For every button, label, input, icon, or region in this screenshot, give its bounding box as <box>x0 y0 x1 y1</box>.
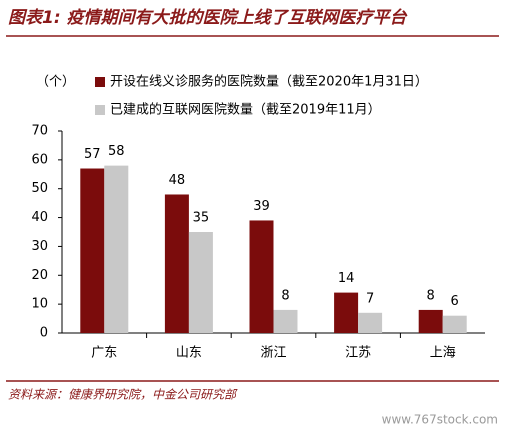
legend-label: 开设在线义诊服务的医院数量（截至2020年1月31日） <box>110 74 428 90</box>
value-label: 7 <box>366 291 374 306</box>
value-label: 8 <box>281 288 289 303</box>
bar <box>164 194 189 333</box>
x-tick-label: 广东 <box>91 346 117 361</box>
y-tick-label: 50 <box>31 181 48 196</box>
bar <box>442 315 467 333</box>
value-label: 48 <box>169 173 186 188</box>
y-tick-label: 10 <box>31 297 48 312</box>
value-label: 8 <box>427 288 435 303</box>
value-label: 6 <box>451 294 459 309</box>
y-tick-label: 70 <box>31 124 48 139</box>
x-tick-label: 浙江 <box>260 346 286 361</box>
y-axis-label: （个） <box>36 75 75 90</box>
y-tick-label: 0 <box>40 326 48 341</box>
y-tick-label: 40 <box>31 210 48 225</box>
bar <box>273 309 298 333</box>
watermark: www.767stock.com <box>382 413 498 427</box>
legend-swatch <box>95 105 105 115</box>
y-tick-label: 60 <box>31 152 48 167</box>
value-label: 14 <box>338 271 355 286</box>
value-label: 57 <box>84 147 101 162</box>
bar <box>188 232 213 333</box>
bar <box>358 312 383 333</box>
legend-swatch <box>95 77 105 87</box>
legend-label: 已建成的互联网医院数量（截至2019年11月） <box>110 102 381 118</box>
bar <box>249 220 274 333</box>
x-tick-label: 山东 <box>176 346 202 361</box>
value-label: 39 <box>253 199 270 214</box>
y-tick-label: 20 <box>31 268 48 283</box>
x-tick-label: 上海 <box>430 346 456 361</box>
bar <box>334 292 359 333</box>
y-tick-label: 30 <box>31 239 48 254</box>
value-label: 58 <box>108 144 125 159</box>
value-label: 35 <box>193 211 210 226</box>
bar <box>104 165 129 333</box>
chart-title: 图表1: 疫情期间有大批的医院上线了互联网医疗平台 <box>8 8 408 28</box>
bar <box>80 168 105 333</box>
source: 资料来源：健康界研究院，中金公司研究部 <box>8 388 238 402</box>
x-tick-label: 江苏 <box>345 345 371 361</box>
bar <box>418 309 443 333</box>
